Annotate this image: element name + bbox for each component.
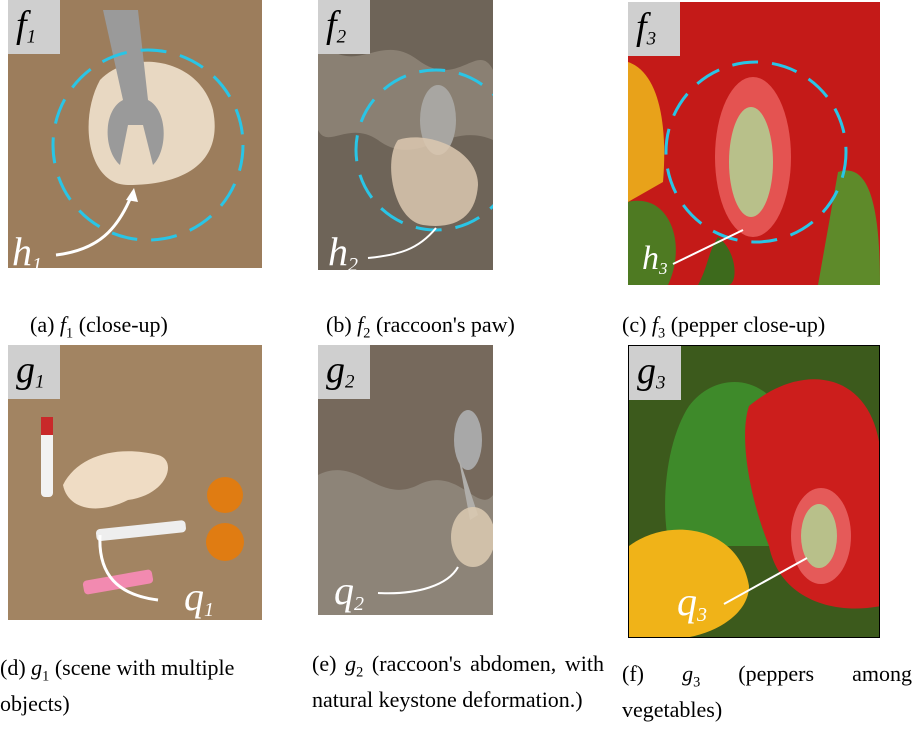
- text: 3: [697, 604, 707, 626]
- text: g: [682, 661, 693, 686]
- caption: (e) g2 (raccoon's abdomen, with natural …: [312, 650, 604, 713]
- text: 1: [204, 599, 214, 620]
- panel-label: f2: [318, 0, 370, 54]
- text: (close-up): [79, 312, 168, 337]
- text: h: [642, 240, 659, 277]
- annotation: q2: [334, 567, 364, 615]
- text: (c): [622, 312, 646, 337]
- text: 2: [337, 27, 347, 48]
- image-panel: f2 h2: [318, 0, 493, 270]
- text: (a): [30, 312, 54, 337]
- image-panel: f1 h1: [8, 0, 262, 268]
- text: 2: [345, 372, 355, 393]
- text: (b): [326, 312, 352, 337]
- text: 1: [66, 325, 73, 341]
- text: 2: [356, 664, 363, 680]
- annotation: h2: [328, 228, 358, 270]
- text: 2: [348, 254, 358, 270]
- panel-label: g2: [318, 345, 370, 399]
- text: (pepper close-up): [671, 312, 826, 337]
- text: f: [326, 4, 337, 46]
- page: {"panels": [ {"label": {"base": "f", "su…: [0, 0, 914, 733]
- panel-label: f3: [628, 2, 680, 56]
- text: 1: [27, 27, 37, 48]
- text: f: [16, 4, 27, 46]
- text: 3: [647, 29, 657, 50]
- text: q: [334, 568, 354, 613]
- text: 1: [35, 372, 45, 393]
- caption: (f) g3 (peppers among vegetables): [622, 660, 912, 723]
- caption: (b) f2 (raccoon's paw): [326, 311, 596, 347]
- text: g: [345, 651, 356, 676]
- panel-label: g3: [629, 346, 681, 400]
- panel-label: g1: [8, 345, 60, 399]
- image-panel: f3 h3: [628, 2, 880, 285]
- text: 2: [363, 325, 370, 341]
- image-panel: g1 q1: [8, 345, 262, 620]
- text: g: [326, 349, 345, 391]
- caption: (d) g1 (scene with multiple objects): [0, 654, 300, 717]
- text: (d): [0, 655, 26, 680]
- annotation: q1: [184, 573, 214, 620]
- panel-label: f1: [8, 0, 60, 54]
- image-panel: g3 q3: [628, 345, 880, 638]
- text: (peppers among vegetables): [622, 661, 912, 722]
- text: h: [328, 229, 348, 270]
- annotation: h1: [12, 228, 42, 268]
- text: q: [677, 579, 697, 624]
- text: g: [16, 349, 35, 391]
- text: 1: [32, 254, 42, 268]
- text: f: [636, 6, 647, 48]
- caption: (c) f3 (pepper close-up): [622, 311, 912, 347]
- annotation: h3: [642, 240, 668, 279]
- image-panel: g2 q2: [318, 345, 493, 615]
- text: (raccoon's paw): [376, 312, 515, 337]
- text: 3: [659, 259, 668, 278]
- caption: (a) f1 (close-up): [30, 311, 270, 347]
- text: (f): [622, 661, 644, 686]
- text: 3: [658, 325, 665, 341]
- text: h: [12, 229, 32, 268]
- text: g: [637, 350, 656, 392]
- text: g: [31, 655, 42, 680]
- text: (e): [312, 651, 336, 676]
- text: q: [184, 574, 204, 619]
- text: 2: [354, 593, 364, 615]
- text: 1: [42, 668, 49, 684]
- annotation: q3: [677, 578, 707, 627]
- text: 3: [656, 373, 666, 394]
- text: 3: [693, 674, 700, 690]
